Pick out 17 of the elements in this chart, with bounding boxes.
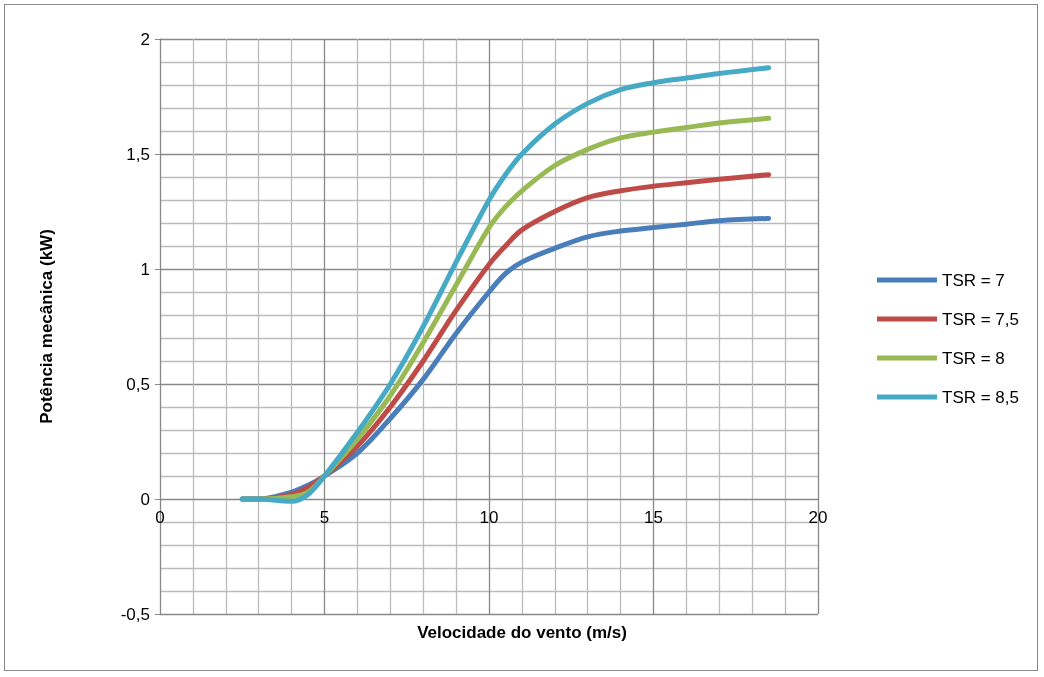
y-tick-label: -0,5 bbox=[120, 604, 150, 624]
legend-label: TSR = 8,5 bbox=[941, 387, 1020, 407]
x-tick-label: 15 bbox=[644, 508, 663, 527]
x-axis-title: Velocidade do vento (m/s) bbox=[417, 623, 627, 642]
y-tick-label: 1 bbox=[140, 259, 150, 279]
legend-label: TSR = 7 bbox=[941, 270, 1005, 290]
y-axis-title: Potência mecânica (kW) bbox=[37, 229, 56, 424]
x-tick-label: 0 bbox=[155, 508, 165, 527]
x-tick-label: 20 bbox=[808, 508, 828, 527]
y-tick-label: 2 bbox=[140, 29, 150, 49]
y-tick-label: 0,5 bbox=[126, 374, 150, 394]
legend-label: TSR = 8 bbox=[941, 348, 1005, 368]
y-tick-label: 0 bbox=[140, 489, 150, 509]
x-tick-label: 10 bbox=[479, 508, 499, 527]
legend-label: TSR = 7,5 bbox=[941, 309, 1020, 329]
x-tick-label: 5 bbox=[319, 508, 330, 527]
y-tick-label: 1,5 bbox=[126, 144, 150, 164]
